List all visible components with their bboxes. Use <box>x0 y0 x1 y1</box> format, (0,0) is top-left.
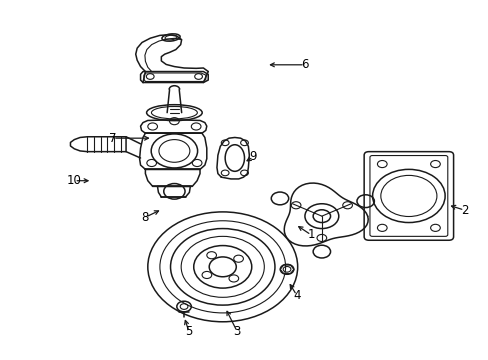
Circle shape <box>209 257 236 277</box>
Text: 7: 7 <box>109 132 117 145</box>
Text: 10: 10 <box>67 174 81 187</box>
Text: 9: 9 <box>249 150 256 163</box>
Text: 6: 6 <box>301 58 308 71</box>
Text: 1: 1 <box>307 229 314 242</box>
Text: 2: 2 <box>460 204 467 217</box>
Text: 3: 3 <box>233 325 241 338</box>
Text: 8: 8 <box>142 211 149 224</box>
Text: 4: 4 <box>292 289 300 302</box>
Text: 5: 5 <box>185 325 192 338</box>
